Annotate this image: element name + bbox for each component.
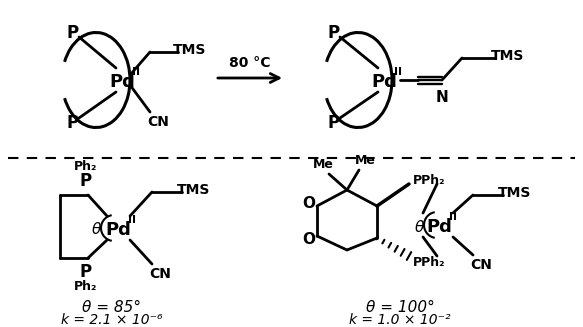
Text: O: O: [303, 197, 315, 212]
Text: TMS: TMS: [173, 43, 207, 57]
Text: θ: θ: [92, 222, 101, 237]
Text: Me: Me: [354, 153, 375, 166]
Text: θ = 85°: θ = 85°: [83, 300, 142, 315]
Text: Ph₂: Ph₂: [74, 280, 98, 292]
Text: CN: CN: [149, 267, 171, 281]
Text: Me: Me: [312, 158, 333, 170]
Text: TMS: TMS: [177, 183, 210, 197]
Text: θ: θ: [415, 219, 424, 234]
Text: P: P: [67, 24, 79, 42]
Text: TMS: TMS: [498, 186, 532, 200]
Text: P: P: [80, 263, 92, 281]
Text: TMS: TMS: [491, 49, 525, 63]
Text: 80 °C: 80 °C: [229, 56, 271, 70]
Text: II: II: [394, 67, 402, 77]
Text: θ = 100°: θ = 100°: [366, 300, 434, 315]
Text: Pd: Pd: [105, 221, 131, 239]
Text: II: II: [449, 212, 457, 222]
Text: P: P: [80, 172, 92, 190]
Text: P: P: [328, 24, 340, 42]
Text: II: II: [132, 67, 140, 77]
Text: Pd: Pd: [371, 73, 397, 91]
Text: PPh₂: PPh₂: [413, 255, 445, 268]
Text: k = 1.0 × 10⁻²: k = 1.0 × 10⁻²: [349, 313, 451, 327]
Text: k = 2.1 × 10⁻⁶: k = 2.1 × 10⁻⁶: [61, 313, 163, 327]
Text: PPh₂: PPh₂: [413, 174, 445, 186]
Text: II: II: [128, 215, 136, 225]
Text: CN: CN: [147, 115, 169, 129]
Text: O: O: [303, 232, 315, 248]
Text: P: P: [328, 114, 340, 132]
Text: Pd: Pd: [426, 218, 452, 236]
Text: Ph₂: Ph₂: [74, 161, 98, 174]
Text: P: P: [67, 114, 79, 132]
Text: N: N: [436, 91, 448, 106]
Text: CN: CN: [470, 258, 492, 272]
Text: Pd: Pd: [109, 73, 135, 91]
